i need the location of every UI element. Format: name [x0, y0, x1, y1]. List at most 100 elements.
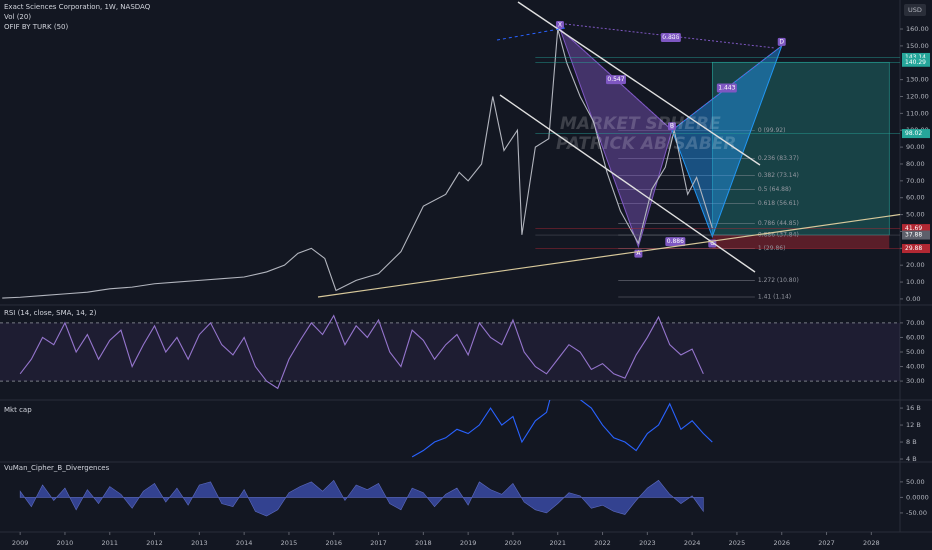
y-tick-label: 40.00	[906, 363, 925, 371]
x-tick-label: 2017	[370, 539, 387, 547]
rsi-label: RSI (14, close, SMA, 14, 2)	[4, 309, 97, 317]
price-label: 29.88	[905, 245, 922, 252]
price-label: 41.69	[905, 225, 922, 232]
x-tick-label: 2009	[12, 539, 29, 547]
x-tick-label: 2019	[460, 539, 477, 547]
y-tick-label: 90.00	[906, 143, 925, 151]
ratio-box	[605, 75, 626, 85]
y-tick-label: 20.00	[906, 261, 925, 269]
price-label-box	[902, 230, 930, 240]
y-tick-label: 120.00	[906, 92, 929, 100]
fib-label: 1.41 (1.14)	[758, 294, 791, 301]
x-tick-label: 2010	[57, 539, 74, 547]
price-label: 37.88	[905, 232, 922, 239]
y-tick-label: 70.00	[906, 177, 925, 185]
pattern-point-label: C	[710, 240, 714, 247]
x-tick-label: 2023	[639, 539, 656, 547]
x-tick-label: 2016	[325, 539, 342, 547]
trend-lines	[317, 1, 900, 298]
series-0	[2, 28, 713, 299]
currency[interactable]: USD	[908, 6, 922, 14]
x-tick-label: 2024	[684, 539, 701, 547]
symbol-title: Exact Sciences Corporation, 1W, NASDAQ	[4, 3, 151, 11]
pane-separators	[0, 0, 932, 533]
x-tick-label: 2026	[773, 539, 790, 547]
y-tick-label: 16 B	[906, 404, 921, 412]
y-tick-label: 50.00	[906, 478, 925, 486]
pattern-point-label: B	[670, 123, 674, 130]
y-tick-label: 50.00	[906, 211, 925, 219]
x-tick-label: 2014	[236, 539, 253, 547]
x-tick-label: 2013	[191, 539, 208, 547]
price-label-box	[902, 244, 930, 254]
y-tick-label: 110.00	[906, 109, 929, 117]
pattern-point-box	[667, 122, 676, 131]
series-2	[411, 400, 713, 458]
y-tick-label: 12 B	[906, 421, 921, 429]
watermark: PATRICK ABISABER	[556, 134, 737, 154]
ratio-label: 1.443	[718, 85, 735, 92]
y-tick-label: 60.00	[906, 333, 925, 341]
fib-label: 0.5 (64.88)	[758, 186, 791, 193]
series-3	[19, 479, 704, 517]
ratio-label: 0.547	[607, 76, 624, 83]
pattern-point-label: A	[636, 250, 641, 257]
pattern-point-label: D	[779, 38, 784, 45]
fib-label: 1.272 (10.80)	[758, 277, 799, 284]
price-label-box	[902, 52, 930, 62]
plot-layer: 2009 2010 2011 2012 2013 2014 2015 2016 2017 2018…	[0, 21, 930, 547]
series-area	[19, 479, 704, 517]
series-line	[2, 28, 713, 299]
y-tick-label: 10.00	[906, 278, 925, 286]
rsi-band	[0, 322, 900, 382]
x-tick-label: 2025	[729, 539, 746, 547]
ratio-label: 0.886	[662, 34, 679, 41]
profit-zone	[711, 61, 890, 236]
y-tick-label: 70.00	[906, 319, 925, 327]
fib-label: 0.382 (73.14)	[758, 172, 799, 179]
x-tick-label: 2015	[281, 539, 298, 547]
y-tick-label: 130.00	[906, 76, 929, 84]
price-label: 140.29	[905, 59, 926, 66]
x-tick-label: 2021	[549, 539, 566, 547]
fib-label: 0.236 (83.37)	[758, 155, 799, 162]
x-tick-label: 2022	[594, 539, 611, 547]
y-tick-label: 8 B	[906, 438, 917, 446]
cipher-label: VuMan_Cipher_B_Divergences	[4, 464, 110, 472]
loss-zone	[712, 235, 890, 249]
x-tick-label: 2028	[863, 539, 880, 547]
ratio-box	[716, 83, 737, 93]
price-label-box	[902, 57, 930, 67]
x-tick-label: 2018	[415, 539, 432, 547]
pattern-point-box	[777, 37, 786, 46]
price-label-box	[902, 224, 930, 234]
trend-line	[317, 213, 900, 298]
pattern-point-box	[555, 21, 564, 30]
ratio-box	[665, 237, 686, 247]
legend: Exact Sciences Corporation, 1W, NASDAQ V…	[4, 3, 151, 472]
fib-label: 0.618 (56.61)	[758, 200, 799, 207]
ratio-label: 0.886	[667, 238, 684, 245]
x-tick-label: 2020	[505, 539, 522, 547]
series-line	[411, 400, 713, 458]
fib-label: 0.786 (44.85)	[758, 220, 799, 227]
y-tick-label: 0.00	[906, 295, 920, 303]
mktcap-label: Mkt cap	[4, 406, 32, 414]
y-tick-label: 0.0000	[906, 493, 929, 501]
price-label: 143.14	[905, 54, 926, 61]
price-label-box	[902, 129, 930, 139]
x-tick-label: 2011	[101, 539, 118, 547]
currency-badge[interactable]	[904, 4, 926, 16]
x-tick-label: 2027	[818, 539, 835, 547]
channel-line	[499, 94, 756, 273]
pattern-point-label: X	[558, 22, 562, 29]
y-tick-label: 50.00	[906, 348, 925, 356]
y-tick-label: -50.00	[906, 509, 927, 517]
series-1	[19, 314, 704, 390]
x-tick-label: 2012	[146, 539, 163, 547]
y-tick-label: 60.00	[906, 194, 925, 202]
price-label: 98.02	[905, 130, 922, 137]
watermark: MARKET SPHERE	[560, 114, 721, 134]
indicator-label: OFIF BY TURK (50)	[4, 23, 68, 31]
